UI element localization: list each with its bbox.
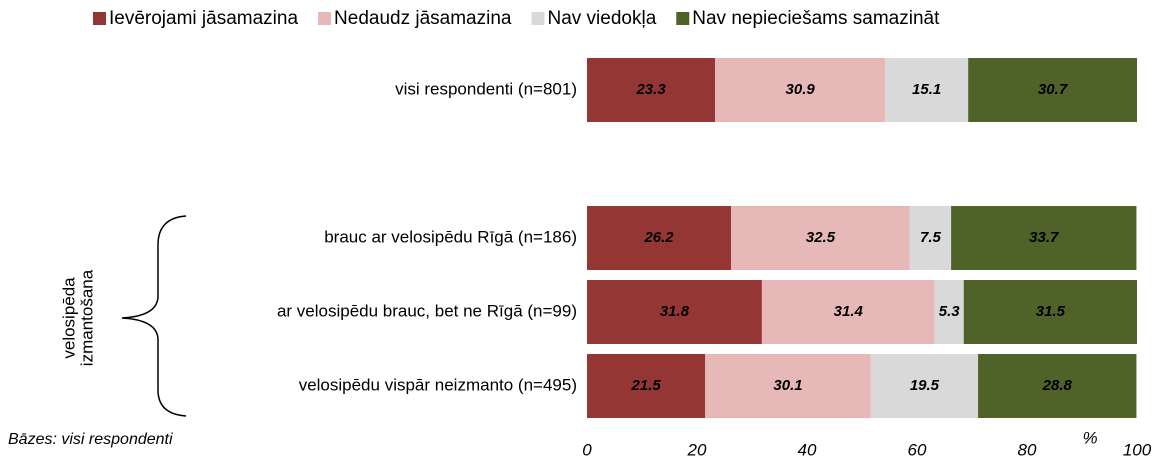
bar-segment <box>951 206 1137 270</box>
value-label: 33.7 <box>1029 229 1059 246</box>
value-label: 30.1 <box>773 377 802 394</box>
legend-swatch <box>318 12 332 25</box>
bar-segment <box>587 280 762 344</box>
value-label: 32.5 <box>806 229 836 246</box>
legend-label: Nav nepieciešams samazināt <box>692 8 940 29</box>
value-label: 28.8 <box>1042 377 1073 394</box>
value-label: 31.8 <box>660 303 690 320</box>
bar-segment <box>587 354 706 418</box>
bar-segment <box>715 58 886 122</box>
legend-label: Nedaudz jāsamazina <box>334 8 512 29</box>
bar-segment <box>963 280 1137 344</box>
category-label: visi respondenti (n=801) <box>395 79 577 98</box>
bar-segment <box>978 354 1137 418</box>
bar-segment <box>705 354 871 418</box>
value-label: 30.7 <box>1038 81 1068 98</box>
value-label: 23.3 <box>635 81 666 98</box>
legend-label: Ievērojami jāsamazina <box>109 8 298 29</box>
group-label: velosipēda izmantošana <box>59 269 96 366</box>
legend-swatch <box>93 12 106 25</box>
legend-swatch <box>676 12 690 25</box>
group-brace <box>121 215 187 417</box>
bar-segment <box>934 280 964 344</box>
value-label: 7.5 <box>920 229 942 246</box>
value-label: 15.1 <box>912 81 941 98</box>
x-tick-label: 40 <box>798 440 817 459</box>
bar-segment <box>870 354 979 418</box>
value-label: 31.5 <box>1036 303 1066 320</box>
value-label: 30.9 <box>786 81 816 98</box>
bar-segment <box>731 206 910 270</box>
legend-swatch <box>531 12 545 25</box>
x-tick-label: 100 <box>1123 440 1152 459</box>
bar-segment <box>968 58 1137 122</box>
value-label: 19.5 <box>910 377 940 394</box>
x-tick-label: 80 <box>1018 440 1037 459</box>
value-label: 26.2 <box>643 229 674 246</box>
category-label: velosipēdu vispār neizmanto (n=495) <box>299 375 577 394</box>
bar-segment <box>761 280 935 344</box>
value-label: 5.3 <box>939 303 961 320</box>
axis-unit: % <box>1082 428 1097 447</box>
value-label: 31.4 <box>834 303 864 320</box>
category-label: brauc ar velosipēdu Rīgā (n=186) <box>324 227 577 246</box>
legend-label: Nav viedokļa <box>547 8 656 29</box>
bar-segment <box>909 206 952 270</box>
group-label-line: izmantošana <box>77 269 96 366</box>
x-tick-label: 20 <box>687 440 707 459</box>
bar-segment <box>587 206 732 270</box>
x-tick-label: 60 <box>908 440 927 459</box>
category-label: ar velosipēdu brauc, bet ne Rīgā (n=99) <box>277 301 577 320</box>
x-tick-label: 0 <box>582 440 592 459</box>
note: Bāzes: visi respondenti <box>8 431 173 448</box>
value-label: 21.5 <box>631 377 662 394</box>
bar-segment <box>587 58 716 122</box>
group-label-line: velosipēda <box>59 277 78 359</box>
bar-segment <box>885 58 969 122</box>
